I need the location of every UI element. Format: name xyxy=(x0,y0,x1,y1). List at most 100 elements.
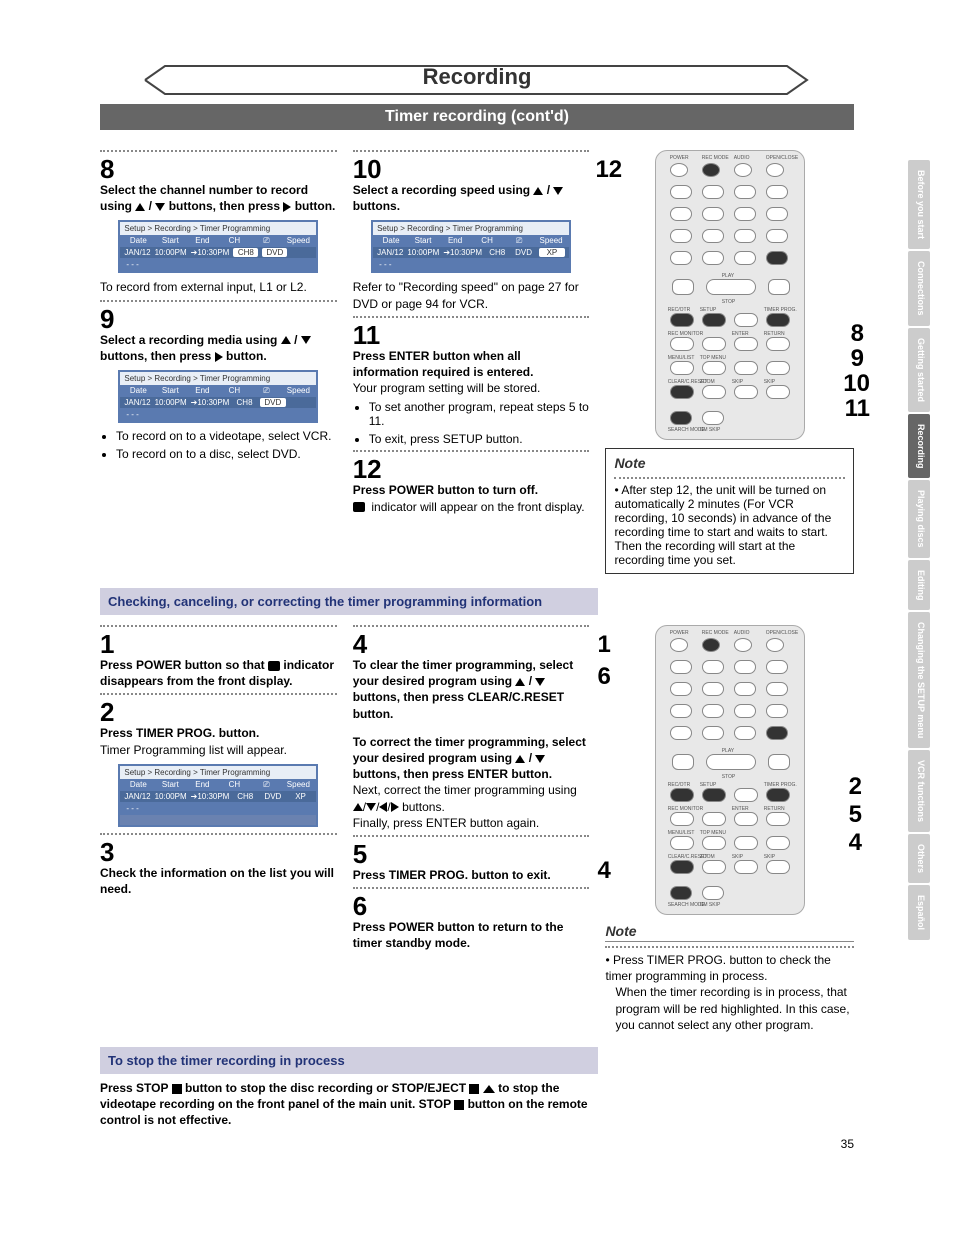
osd-title: Setup > Recording > Timer Programming xyxy=(120,766,316,779)
col-c: 12 8 9 10 11 POWERREC MODEAUDIOOPEN/CLOS… xyxy=(605,146,854,574)
note-bot-text2: When the timer recording is in process, … xyxy=(605,984,854,1033)
col-b2: 4 To clear the timer programming, select… xyxy=(353,621,590,1033)
osd-col: CH xyxy=(220,386,248,396)
list-item: To record on to a videotape, select VCR. xyxy=(116,429,337,443)
callout-1: 1 xyxy=(597,631,610,659)
osd-cell-hl: DVD xyxy=(262,248,287,257)
remote-control-top: POWERREC MODEAUDIOOPEN/CLOSEPLAYSTOPREC/… xyxy=(655,150,805,440)
osd-step-9: Setup > Recording > Timer Programming Da… xyxy=(118,370,318,423)
page-title: Recording xyxy=(100,64,854,90)
callout-6: 6 xyxy=(597,663,610,691)
callout-9: 9 xyxy=(851,345,864,373)
list-item: To record on to a disc, select DVD. xyxy=(116,447,337,461)
s2-5-num: 5 xyxy=(353,841,590,867)
divider xyxy=(100,833,337,835)
osd-step-10: Setup > Recording > Timer Programming Da… xyxy=(371,220,571,273)
divider xyxy=(100,300,337,302)
tab-recording: Recording xyxy=(908,414,930,479)
stop-icon xyxy=(454,1100,464,1110)
step-12-body-text: indicator will appear on the front displ… xyxy=(371,500,584,514)
list-item: To exit, press SETUP button. xyxy=(369,432,590,446)
step-11-num: 11 xyxy=(353,322,590,348)
divider xyxy=(353,150,590,152)
osd-cell xyxy=(290,398,312,407)
note-top-text-span: After step 12, the unit will be turned o… xyxy=(614,483,831,567)
tab-setup: Changing the SETUP menu xyxy=(908,612,930,748)
osd-cell: JAN/12 xyxy=(377,248,403,257)
osd-dots: - - - xyxy=(120,408,316,421)
osd-col: Speed xyxy=(284,386,312,396)
section2-bar: Checking, canceling, or correcting the t… xyxy=(100,588,598,615)
step-10-text: Select a recording speed using / buttons… xyxy=(353,182,590,214)
osd-col: End xyxy=(441,236,469,246)
osd-col: Date xyxy=(124,236,152,246)
section3-a: Press STOP xyxy=(100,1081,172,1095)
tab-getting: Getting started xyxy=(908,328,930,412)
osd-col: Start xyxy=(156,780,184,790)
s2-2-body: Timer Programming list will appear. xyxy=(100,742,337,758)
osd-col: Start xyxy=(156,386,184,396)
content-row-1: 8 Select the channel number to record us… xyxy=(0,146,954,574)
tab-editing: Editing xyxy=(908,560,930,611)
subtitle: Timer recording (cont'd) xyxy=(100,104,854,130)
step-8-num: 8 xyxy=(100,156,337,182)
col-a2: 1 Press POWER button so that indicator d… xyxy=(100,621,337,1033)
tab-espanol: Español xyxy=(908,885,930,940)
tab-connections: Connections xyxy=(908,251,930,326)
remote-callouts-top: 12 8 9 10 11 POWERREC MODEAUDIOOPEN/CLOS… xyxy=(605,150,854,440)
osd-row: JAN/12 10:00PM ➔10:30PM CH8 DVD XP xyxy=(120,791,316,802)
tab-others: Others xyxy=(908,834,930,883)
timer-icon xyxy=(268,661,280,671)
callout-2: 2 xyxy=(849,773,862,801)
section2-wrap: Checking, canceling, or correcting the t… xyxy=(0,588,954,615)
s2-4-body2: Finally, press ENTER button again. xyxy=(353,815,590,831)
step-9-list: To record on to a videotape, select VCR.… xyxy=(100,429,337,461)
content-row-2: 1 Press POWER button so that indicator d… xyxy=(0,621,954,1033)
note-bot-text: • Press TIMER PROG. button to check the … xyxy=(605,952,854,984)
osd-cell: CH8 xyxy=(486,248,508,257)
osd-col: ⎚ xyxy=(252,236,280,246)
s2-4-text2: To correct the timer programming, select… xyxy=(353,734,590,783)
divider xyxy=(353,625,590,627)
remote-callouts-bot: 1 6 4 2 5 4 POWERREC MODEAUDIOOPEN/CLOSE… xyxy=(605,625,854,915)
step-10-num: 10 xyxy=(353,156,590,182)
osd-col: Date xyxy=(377,236,405,246)
note-title: Note xyxy=(614,455,845,473)
step-12-body: indicator will appear on the front displ… xyxy=(353,499,590,515)
osd-row: JAN/12 10:00PM ➔10:30PM CH8 DVD xyxy=(120,397,316,408)
osd-cell: JAN/12 xyxy=(124,248,150,257)
osd-col: Date xyxy=(124,780,152,790)
s2-5-text: Press TIMER PROG. button to exit. xyxy=(353,867,590,883)
osd-col: Speed xyxy=(284,236,312,246)
page-title-bar: Recording xyxy=(100,60,854,100)
step-8-note: To record from external input, L1 or L2. xyxy=(100,279,337,295)
osd-col: End xyxy=(188,780,216,790)
osd-col: CH xyxy=(473,236,501,246)
s2-6-text: Press POWER button to return to the time… xyxy=(353,919,590,951)
step-10-note: Refer to "Recording speed" on page 27 fo… xyxy=(353,279,590,311)
callout-4b: 4 xyxy=(849,829,862,857)
osd-cell: ➔10:30PM xyxy=(443,248,482,257)
eject-icon xyxy=(483,1085,495,1093)
osd-col: ⎚ xyxy=(252,386,280,396)
osd-head: Date Start End CH ⎚ Speed xyxy=(373,235,569,247)
osd-dots: - - - xyxy=(373,258,569,271)
osd-col: Date xyxy=(124,386,152,396)
s2-1-text: Press POWER button so that indicator dis… xyxy=(100,657,337,689)
osd-col: Speed xyxy=(284,780,312,790)
osd-title: Setup > Recording > Timer Programming xyxy=(120,222,316,235)
osd-col: Start xyxy=(409,236,437,246)
note-top-text: • After step 12, the unit will be turned… xyxy=(614,483,845,567)
s2-4-text: To clear the timer programming, select y… xyxy=(353,657,590,722)
osd-cell: JAN/12 xyxy=(124,398,150,407)
osd-cell: JAN/12 xyxy=(124,792,150,801)
step-12-num: 12 xyxy=(353,456,590,482)
divider xyxy=(614,477,845,479)
col-a: 8 Select the channel number to record us… xyxy=(100,146,337,574)
callout-10: 10 xyxy=(843,370,870,398)
callout-8: 8 xyxy=(851,320,864,348)
side-tabs: Before you start Connections Getting sta… xyxy=(908,160,930,940)
section3-b: button to stop the disc recording or STO… xyxy=(182,1081,470,1095)
osd-cell: ➔10:30PM xyxy=(191,398,230,407)
step-9-text: Select a recording media using / buttons… xyxy=(100,332,337,364)
